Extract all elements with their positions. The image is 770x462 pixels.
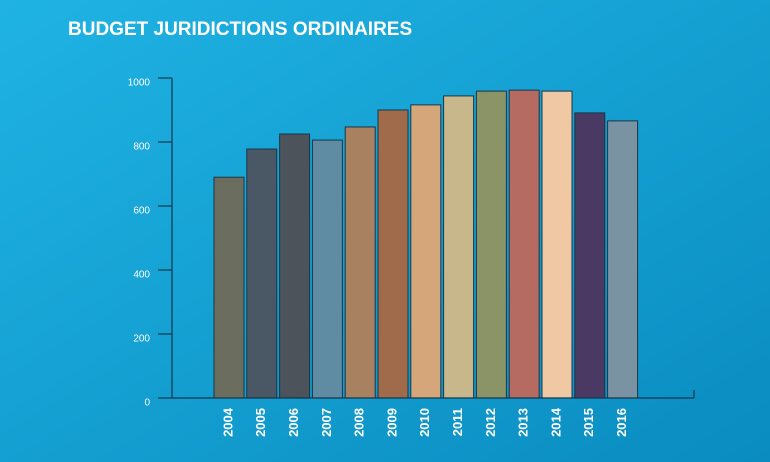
x-tick-label: 2016	[614, 408, 629, 437]
bar	[213, 176, 245, 399]
y-tick-label: 600	[133, 206, 150, 217]
x-tick-label: 2015	[581, 408, 596, 437]
bar	[311, 139, 343, 399]
x-tick-label: 2012	[483, 408, 498, 437]
x-tick-label: 2008	[352, 408, 367, 437]
y-tick-label: 200	[133, 334, 150, 345]
bar	[574, 112, 606, 399]
bar	[344, 126, 376, 399]
bar	[246, 148, 278, 399]
bar	[475, 90, 507, 399]
bar	[443, 95, 475, 399]
x-tick-label: 2009	[384, 408, 399, 437]
x-tick-label: 2004	[220, 407, 235, 437]
x-tick-label: 2006	[286, 408, 301, 437]
x-tick-label: 2013	[516, 408, 531, 437]
bar	[607, 120, 639, 399]
x-tick-label: 2007	[319, 408, 334, 437]
y-tick-label: 1000	[128, 78, 151, 89]
y-tick-label: 400	[133, 270, 150, 281]
x-tick-label: 2011	[450, 408, 465, 436]
x-tick-label: 2005	[253, 408, 268, 437]
bar	[279, 133, 311, 399]
bar	[377, 109, 409, 399]
x-tick-label: 2014	[548, 407, 563, 437]
x-tick-label: 2010	[417, 408, 432, 437]
bar	[508, 89, 540, 399]
bar	[410, 104, 442, 399]
y-tick-label: 0	[144, 398, 150, 409]
chart-title: BUDGET JURIDICTIONS ORDINAIRES	[68, 19, 412, 40]
bar	[541, 90, 573, 399]
y-tick-label: 800	[133, 142, 150, 153]
